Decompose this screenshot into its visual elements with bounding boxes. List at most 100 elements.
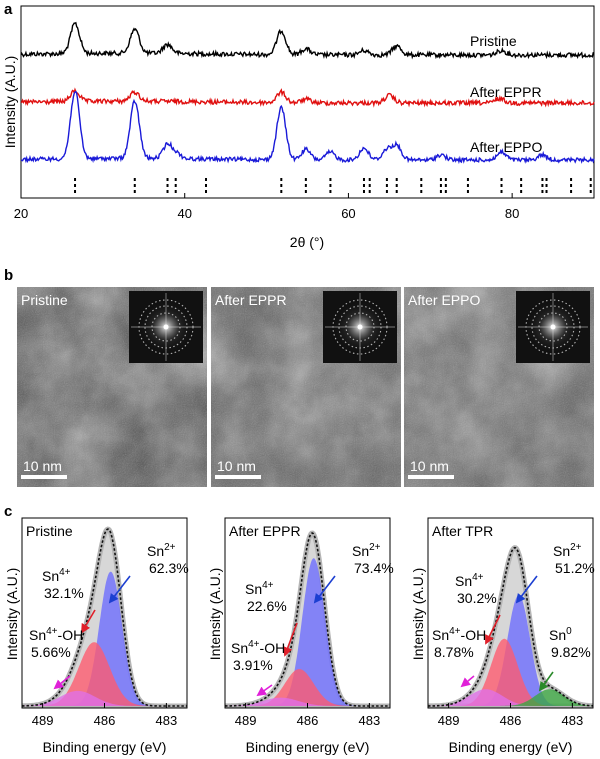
xps-component	[428, 689, 593, 706]
xps-component-label: Sn4+-OH	[432, 626, 486, 643]
xrd-frame	[20, 5, 595, 199]
tem-image: After EPPO 10 nm	[404, 287, 594, 487]
xps-x-axis-label: Binding energy (eV)	[246, 739, 370, 755]
tem-image: After EPPR 10 nm	[211, 287, 401, 487]
xps-species: Sn	[231, 640, 248, 656]
xps-component	[22, 690, 187, 706]
fft-center-spot	[550, 324, 556, 330]
panel-label-a: a	[4, 1, 13, 18]
xps-component	[225, 669, 390, 706]
scale-bar	[215, 475, 261, 479]
scale-bar	[21, 475, 67, 479]
xps-species: Sn	[549, 627, 566, 643]
xps-suffix: -OH	[260, 640, 286, 656]
xps-plot-title: After TPR	[432, 523, 493, 539]
xrd-x-ticks: 20 40 60 80	[14, 193, 519, 221]
xps-x-axis-label: Binding energy (eV)	[449, 739, 573, 755]
xps-oxidation-state: 4+	[46, 626, 58, 637]
xrd-x-axis-label: 2θ (°)	[290, 234, 324, 250]
xps-suffix: -OH	[461, 627, 487, 643]
xps-component-label: Sn2+	[147, 542, 176, 559]
xps-species: Sn	[553, 543, 570, 559]
xps-oxidation-state: 2+	[164, 542, 176, 553]
tem-label: Pristine	[21, 292, 68, 308]
xps-plot-title: After EPPR	[229, 523, 301, 539]
xps-callout-arrow	[256, 684, 273, 697]
xps-oxidation-state: 2+	[369, 542, 381, 553]
xps-plot: 489 486 483 Binding energy (eV) Intensity (A…	[410, 517, 595, 755]
xps-component-label: Sn4+	[455, 572, 484, 589]
xps-percentage: 32.1%	[44, 585, 84, 601]
xps-species: Sn	[42, 568, 59, 584]
xps-plot: 489 486 483 Binding energy (eV) Intensity (A…	[207, 517, 394, 755]
xps-plot-title: Pristine	[26, 523, 73, 539]
xrd-series-label: Pristine	[470, 33, 517, 49]
xps-oxidation-state: 4+	[262, 580, 274, 591]
xps-oxidation-state: 4+	[59, 567, 71, 578]
xps-oxidation-state: 4+	[449, 626, 461, 637]
xps-x-tick-label: 483	[562, 713, 584, 728]
xps-percentage: 9.82%	[551, 644, 591, 660]
xps-component-label: Sn2+	[553, 542, 582, 559]
xps-component-label: Sn4+	[42, 567, 71, 584]
xps-oxidation-state: 2+	[570, 542, 582, 553]
xps-species: Sn	[432, 627, 449, 643]
xps-callout-arrow	[53, 675, 71, 690]
xps-component	[22, 642, 187, 706]
xps-y-axis-label: Intensity (A.U.)	[207, 568, 223, 661]
xrd-series-line	[20, 90, 595, 165]
tem-panel: Pristine 10 nm After EPPR 10 nm After EPPO 10…	[17, 287, 594, 487]
xps-species: Sn	[352, 543, 369, 559]
xrd-x-tick-label: 20	[14, 206, 28, 221]
xrd-x-tick-label: 80	[505, 206, 519, 221]
xps-x-tick-label: 483	[156, 713, 178, 728]
xrd-series	[20, 21, 595, 165]
xps-suffix: -OH	[58, 627, 84, 643]
xps-species: Sn	[29, 627, 46, 643]
xps-oxidation-state: 0	[566, 626, 572, 637]
xps-callout-arrow	[485, 614, 501, 645]
xps-y-axis-label: Intensity (A.U.)	[410, 568, 426, 661]
xps-component-label: Sn0	[549, 626, 572, 643]
xps-species: Sn	[245, 581, 262, 597]
xrd-y-axis-label: Intensity (A.U.)	[2, 56, 18, 149]
xps-percentage: 8.78%	[434, 644, 474, 660]
tem-label: After EPPO	[408, 292, 480, 308]
xrd-reference-lines	[74, 178, 592, 196]
xps-percentage: 30.2%	[457, 590, 497, 606]
xps-percentage: 73.4%	[354, 560, 394, 576]
xps-x-tick-label: 486	[500, 713, 522, 728]
xps-callout-arrow	[538, 671, 554, 692]
xrd-x-tick-label: 40	[177, 206, 191, 221]
xps-fit-envelope	[428, 546, 593, 707]
xps-percentage: 5.66%	[31, 644, 71, 660]
xps-fit-envelope	[225, 532, 390, 707]
xps-percentage: 3.91%	[233, 657, 273, 673]
xps-component	[225, 697, 390, 706]
xps-callout-arrow	[81, 609, 96, 634]
scale-bar-label: 10 nm	[217, 458, 256, 474]
xps-x-axis-label: Binding energy (eV)	[43, 739, 167, 755]
xrd-x-tick-label: 60	[341, 206, 355, 221]
xps-percentage: 22.6%	[247, 598, 287, 614]
tem-label: After EPPR	[215, 292, 287, 308]
xps-x-tick-label: 486	[297, 713, 319, 728]
xps-oxidation-state: 4+	[248, 639, 260, 650]
xps-callout-arrow	[460, 675, 475, 688]
xps-fit-envelope	[22, 528, 187, 707]
panel-label-b: b	[4, 267, 13, 284]
xps-component-label: Sn4+-OH	[231, 639, 285, 656]
xps-percentage: 62.3%	[149, 560, 189, 576]
xps-x-tick-label: 486	[94, 713, 116, 728]
panel-label-c: c	[4, 503, 12, 520]
xps-callout-arrow	[108, 575, 131, 604]
xps-component-label: Sn2+	[352, 542, 381, 559]
xps-oxidation-state: 4+	[472, 572, 484, 583]
xps-panel: 489 486 483 Binding energy (eV) Intensity (A…	[4, 517, 595, 755]
xps-x-tick-label: 489	[32, 713, 54, 728]
xrd-series-label: After EPPR	[470, 84, 542, 100]
fft-center-spot	[163, 324, 169, 330]
xps-y-axis-label: Intensity (A.U.)	[4, 568, 20, 661]
xps-x-tick-label: 483	[359, 713, 381, 728]
